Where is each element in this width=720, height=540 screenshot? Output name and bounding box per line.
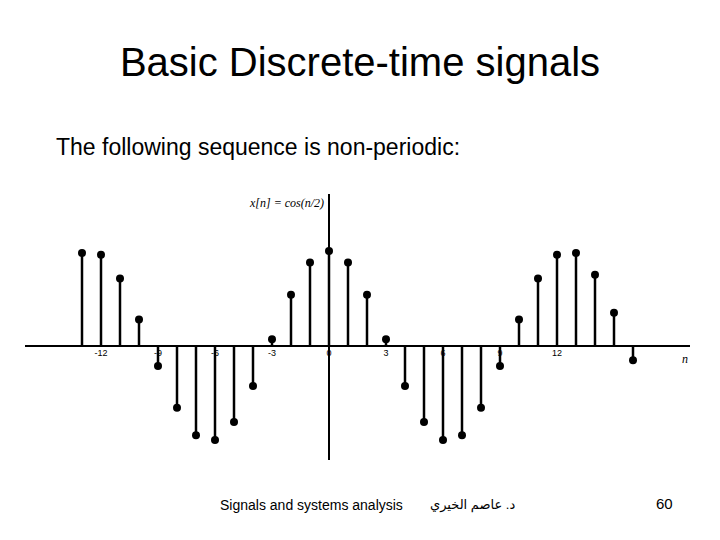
svg-text:-3: -3 [268, 348, 276, 358]
html-text:The following sequence is non-: The following sequence is non-periodic: [56, 134, 460, 160]
svg-text:0: 0 [326, 348, 331, 358]
svg-text:x[n] = cos(n/2): x[n] = cos(n/2) [249, 196, 324, 210]
html-text:60: 60 [656, 495, 673, 512]
svg-text:6: 6 [440, 348, 445, 358]
html-text:د. عاصم الخيري: د. عاصم الخيري [430, 497, 516, 512]
svg-text:-9: -9 [154, 348, 162, 358]
svg-text:12: 12 [552, 348, 562, 358]
svg-text:-6: -6 [211, 348, 219, 358]
html-text:Basic Discrete-time signals: Basic Discrete-time signals [119, 40, 601, 84]
html-text:Signals and systems analysis: Signals and systems analysis [220, 497, 403, 513]
svg-text:-12: -12 [94, 348, 107, 358]
svg-text:3: 3 [383, 348, 388, 358]
svg-text:9: 9 [497, 348, 502, 358]
svg-text:n: n [682, 352, 688, 366]
